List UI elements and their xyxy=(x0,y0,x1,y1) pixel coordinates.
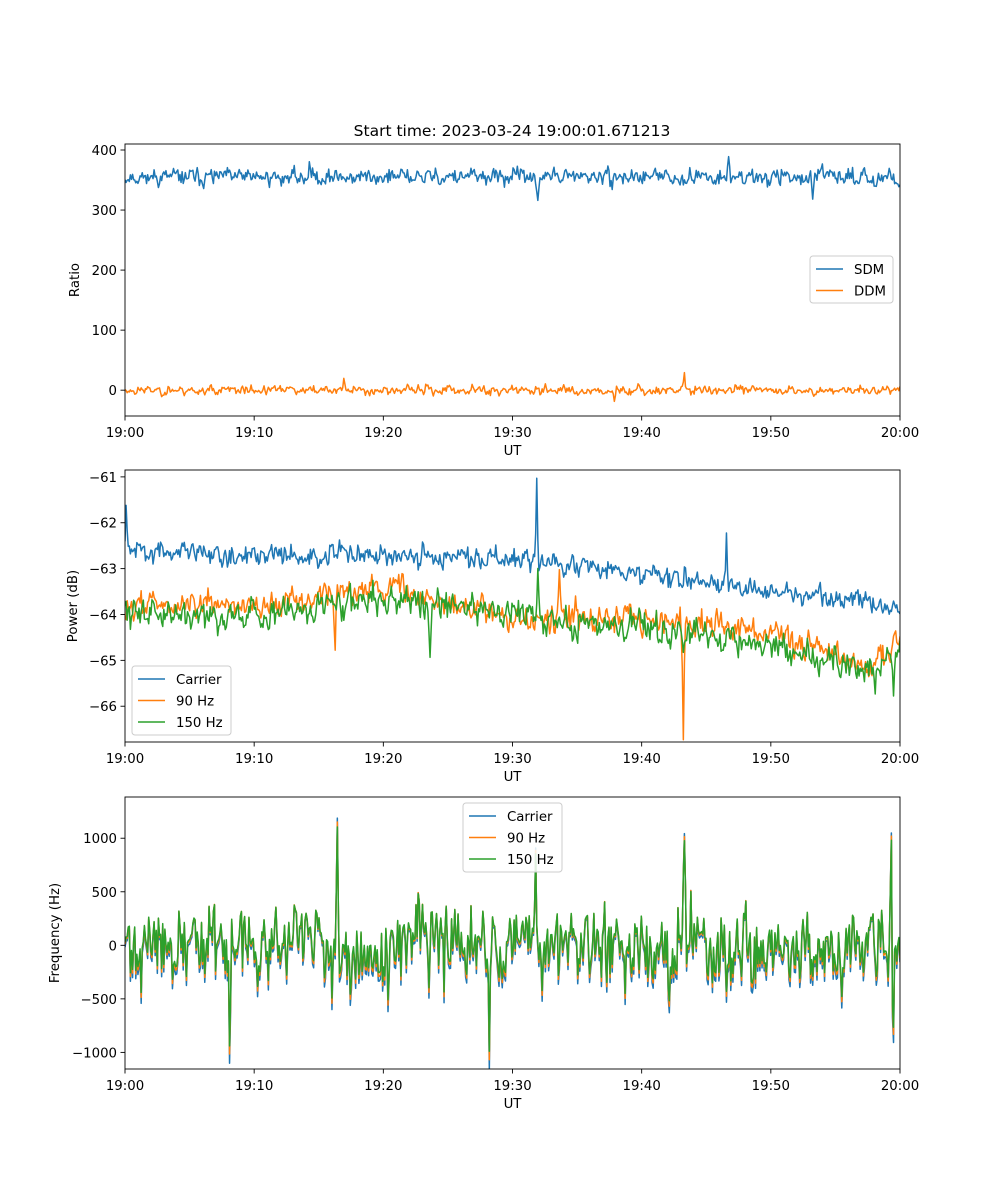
legend-label: DDM xyxy=(854,285,886,300)
series-line-ddm xyxy=(125,371,900,403)
x-tick-label: 19:20 xyxy=(364,752,402,767)
y-tick-label: 0 xyxy=(109,384,117,399)
legend: Carrier 90 Hz 150 Hz xyxy=(131,665,232,736)
y-tick-label: 0 xyxy=(109,939,117,954)
x-tick-label: 19:00 xyxy=(106,752,144,767)
x-tick-label: 19:50 xyxy=(752,752,790,767)
x-tick-label: 19:10 xyxy=(235,1079,273,1094)
y-tick-label: 300 xyxy=(92,204,117,219)
x-tick-label: 19:00 xyxy=(106,426,144,441)
x-axis-label: UT xyxy=(504,1097,523,1112)
panel-1: 19:00 19:10 19:20 19:30 19:40 19:50 20:00 0 100 2… xyxy=(68,143,919,459)
y-tick-label: 500 xyxy=(92,886,117,901)
panel-3: 19:00 19:10 19:20 19:30 19:40 19:50 20:00 −1000… xyxy=(48,796,919,1112)
x-tick-label: 19:30 xyxy=(493,1079,531,1094)
x-tick-label: 19:20 xyxy=(364,426,402,441)
legend-label: 150 Hz xyxy=(176,716,223,731)
x-tick-label: 19:50 xyxy=(752,1079,790,1094)
figure-title: Start time: 2023-03-24 19:00:01.671213 xyxy=(354,122,671,140)
y-tick-label: −61 xyxy=(89,471,117,486)
series-line-carrier xyxy=(125,477,900,615)
y-tick-label: −62 xyxy=(89,517,117,532)
x-tick-label: 20:00 xyxy=(881,426,919,441)
y-tick-label: 200 xyxy=(92,264,117,279)
y-axis-label: Ratio xyxy=(68,263,83,297)
y-tick-label: 400 xyxy=(92,144,117,159)
y-tick-label: −66 xyxy=(89,700,117,715)
legend-label: SDM xyxy=(854,263,884,278)
x-axis-label: UT xyxy=(504,444,523,459)
legend: SDM DDM xyxy=(809,255,894,304)
panel-2: 19:00 19:10 19:20 19:30 19:40 19:50 20:00 −61 −6… xyxy=(66,469,919,785)
x-axis-label: UT xyxy=(504,770,523,785)
y-tick-label: 1000 xyxy=(83,832,117,847)
y-tick-label: 100 xyxy=(92,324,117,339)
legend-label: Carrier xyxy=(176,673,222,688)
x-tick-label: 19:10 xyxy=(235,752,273,767)
x-tick-label: 19:20 xyxy=(364,1079,402,1094)
y-tick-label: −65 xyxy=(89,654,117,669)
axes-frame xyxy=(124,143,901,417)
series-line-150-hz xyxy=(125,826,900,1053)
x-tick-label: 19:50 xyxy=(752,426,790,441)
x-tick-label: 19:40 xyxy=(623,1079,661,1094)
y-tick-label: −64 xyxy=(89,608,117,623)
legend: Carrier 90 Hz 150 Hz xyxy=(462,802,563,873)
x-tick-label: 19:00 xyxy=(106,1079,144,1094)
y-tick-label: −500 xyxy=(80,993,117,1008)
series-line-sdm xyxy=(125,155,900,202)
legend-label: 90 Hz xyxy=(176,695,214,710)
x-tick-label: 19:30 xyxy=(493,426,531,441)
x-tick-label: 19:30 xyxy=(493,752,531,767)
y-tick-label: −63 xyxy=(89,563,117,578)
series-line-150-hz xyxy=(125,567,900,697)
y-axis-label: Power (dB) xyxy=(66,570,81,642)
x-tick-label: 20:00 xyxy=(881,752,919,767)
series-line-90-hz xyxy=(125,568,900,741)
legend-label: 90 Hz xyxy=(507,832,545,847)
x-tick-label: 19:10 xyxy=(235,426,273,441)
x-tick-label: 20:00 xyxy=(881,1079,919,1094)
x-tick-label: 19:40 xyxy=(623,426,661,441)
legend-label: Carrier xyxy=(507,810,553,825)
legend-label: 150 Hz xyxy=(507,853,554,868)
y-axis-label: Frequency (Hz) xyxy=(48,883,63,983)
y-tick-label: −1000 xyxy=(72,1046,117,1061)
x-tick-label: 19:40 xyxy=(623,752,661,767)
